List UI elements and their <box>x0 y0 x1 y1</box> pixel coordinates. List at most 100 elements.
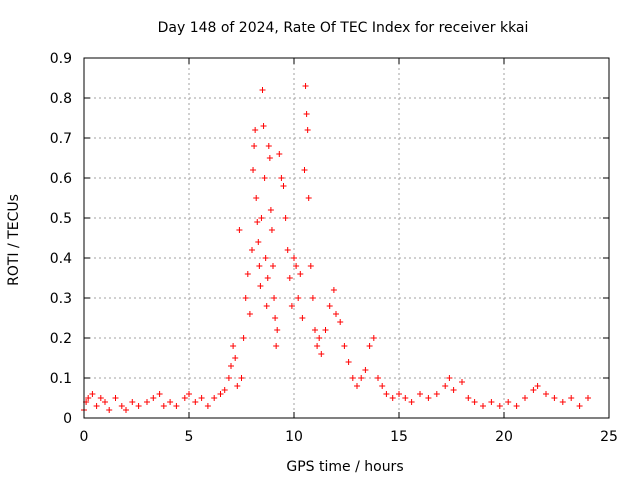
y-tick-label: 0 <box>63 411 72 427</box>
data-point <box>402 395 409 401</box>
data-point <box>559 399 566 405</box>
data-point <box>450 387 457 393</box>
data-point <box>271 295 278 301</box>
data-point <box>85 395 92 401</box>
data-point <box>433 391 440 397</box>
data-point <box>186 391 192 397</box>
x-axis-label: GPS time / hours <box>286 459 403 475</box>
data-point <box>307 263 314 269</box>
data-point <box>282 215 289 221</box>
data-point <box>160 403 167 409</box>
data-point <box>198 395 205 401</box>
data-point <box>318 351 325 357</box>
data-point <box>291 255 297 261</box>
data-point <box>238 375 245 381</box>
data-point <box>266 155 273 161</box>
data-point <box>230 343 237 349</box>
data-point <box>257 283 264 289</box>
data-point <box>211 395 218 401</box>
data-point <box>284 247 291 253</box>
data-point <box>89 391 96 397</box>
data-point <box>192 399 199 405</box>
data-point <box>551 395 558 401</box>
data-point <box>505 399 512 405</box>
data-point <box>488 399 495 405</box>
data-point <box>97 395 104 401</box>
data-point <box>301 167 308 173</box>
data-point <box>366 343 373 349</box>
data-point <box>349 375 356 381</box>
data-point <box>278 175 285 181</box>
data-point <box>480 403 486 409</box>
data-point <box>156 391 163 397</box>
data-point <box>522 395 528 401</box>
data-point <box>242 295 249 301</box>
data-point <box>144 399 150 405</box>
data-point <box>135 403 142 409</box>
data-point <box>337 319 344 325</box>
data-point <box>389 395 396 401</box>
data-point <box>252 127 259 133</box>
data-point <box>260 123 267 129</box>
data-point <box>496 403 503 409</box>
y-axis-label: ROTI / TECUs <box>6 194 22 286</box>
data-point <box>106 407 113 413</box>
y-tick-label: 0.9 <box>50 51 72 67</box>
data-point <box>465 395 472 401</box>
data-point <box>530 387 537 393</box>
data-point <box>304 127 311 133</box>
data-point <box>375 375 381 381</box>
data-point <box>249 247 255 253</box>
data-point <box>286 275 293 281</box>
data-point <box>309 295 316 301</box>
data-point <box>417 391 423 397</box>
chart-title: Day 148 of 2024, Rate Of TEC Index for r… <box>158 20 529 36</box>
data-point <box>273 343 280 349</box>
y-tick-label: 0.2 <box>50 331 72 347</box>
x-tick-label: 20 <box>495 429 513 445</box>
data-point <box>167 399 174 405</box>
data-point <box>118 403 125 409</box>
data-point <box>251 143 258 149</box>
data-point <box>102 399 108 405</box>
y-tick-label: 0.3 <box>50 291 72 307</box>
data-point <box>446 375 453 381</box>
data-point <box>264 275 271 281</box>
data-point <box>225 375 232 381</box>
data-point <box>221 387 228 393</box>
x-tick-label: 10 <box>285 429 303 445</box>
data-point <box>254 219 261 225</box>
y-tick-label: 0.5 <box>50 211 72 227</box>
data-point <box>383 391 390 397</box>
data-point <box>236 227 243 233</box>
y-tick-label: 0.4 <box>50 251 72 267</box>
data-point <box>181 395 188 401</box>
data-point <box>585 395 591 401</box>
data-point <box>129 399 136 405</box>
data-point <box>217 391 224 397</box>
y-tick-label: 0.1 <box>50 371 72 387</box>
data-point <box>513 403 520 409</box>
data-point <box>295 295 302 301</box>
y-tick-label: 0.8 <box>50 91 72 107</box>
data-point <box>259 87 266 93</box>
data-point <box>272 315 279 321</box>
data-point <box>442 383 449 389</box>
data-point <box>244 271 251 277</box>
data-point <box>240 335 247 341</box>
y-tick-label: 0.6 <box>50 171 72 187</box>
data-point <box>299 315 306 321</box>
data-point <box>250 167 257 173</box>
x-tick-label: 5 <box>185 429 194 445</box>
data-point <box>204 403 211 409</box>
data-point <box>408 399 415 405</box>
data-point <box>354 383 360 389</box>
x-tick-label: 15 <box>390 429 408 445</box>
data-point <box>471 399 478 405</box>
data-point <box>93 403 100 409</box>
data-point <box>314 343 321 349</box>
data-points <box>81 83 591 413</box>
data-point <box>362 367 369 373</box>
data-point <box>246 311 253 317</box>
